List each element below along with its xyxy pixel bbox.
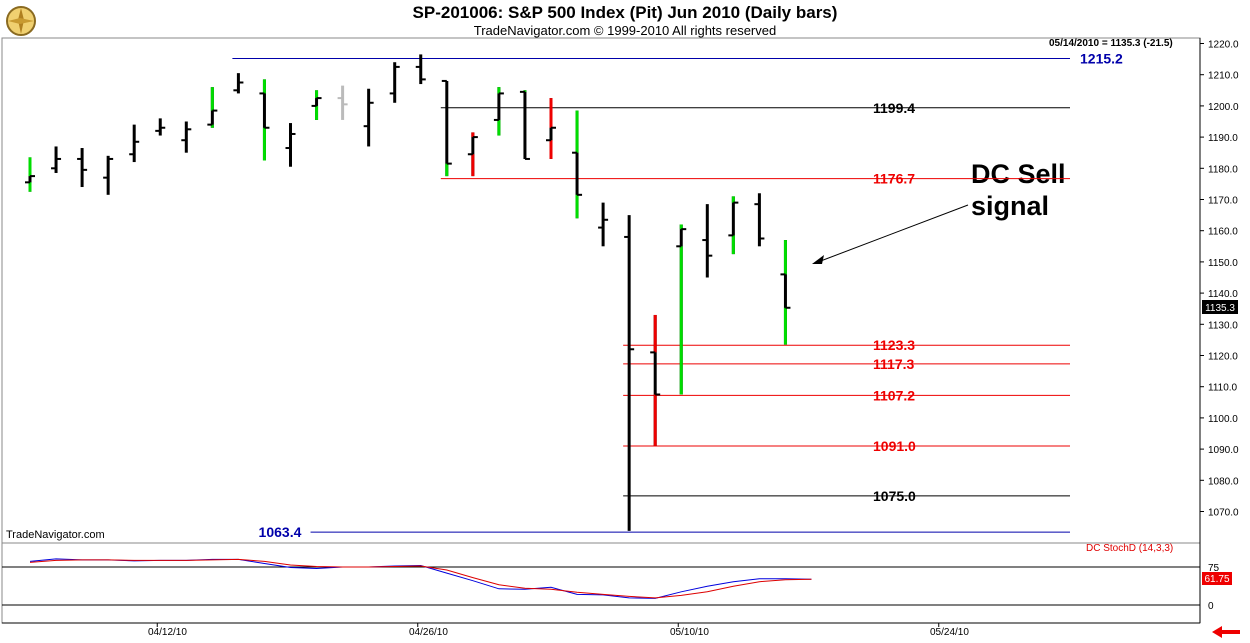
- ohlc-bar-23: [624, 215, 635, 531]
- ohlc-bar-1: [51, 146, 62, 173]
- x-tick-label-1: 04/26/10: [409, 627, 448, 638]
- price-tag-text: 1135.3: [1205, 303, 1235, 314]
- annotation-arrow-line: [817, 204, 969, 263]
- annotation-arrowhead: [812, 255, 824, 264]
- ohlc-bar-13: [363, 88, 374, 147]
- x-tick-label-2: 05/10/10: [670, 627, 709, 638]
- y-tick-label-14: 1080.0: [1208, 476, 1239, 487]
- ohlc-bar-12: [337, 85, 348, 120]
- price-panel-frame: [1, 37, 1201, 544]
- stoch-tick-label-1: 0: [1208, 601, 1214, 612]
- y-tick-label-2: 1200.0: [1208, 102, 1239, 113]
- ohlc-bar-18: [493, 87, 504, 136]
- levels-layer: 1215.2 1199.4 1176.7 1123.3 1117.3 1107.2 1091…: [232, 50, 1123, 540]
- y-tick-label-8: 1140.0: [1208, 289, 1238, 300]
- ohlc-bar-29: [780, 240, 791, 345]
- stoch-value-box: [1202, 572, 1232, 585]
- level-label-2: 1176.7: [873, 171, 915, 187]
- y-axis-layer: 1220.0 1210.0 1200.0 1190.0 1180.0 1170.0 1160…: [156, 40, 1239, 627]
- ohlc-bar-14: [389, 62, 400, 103]
- tradenavigator-logo-icon: [4, 4, 38, 38]
- ohlc-bar-28: [754, 193, 765, 247]
- ohlc-bar-21: [572, 110, 583, 219]
- ohlc-bar-2: [77, 148, 88, 188]
- level-label-7: 1075.0: [873, 488, 916, 504]
- chart-title: SP-201006: S&P 500 Index (Pit) Jun 2010 …: [412, 3, 838, 22]
- level-label-4: 1117.3: [873, 356, 914, 372]
- y-tick-label-11: 1110.0: [1208, 383, 1238, 394]
- chart-subtitle: TradeNavigator.com © 1999-2010 All right…: [473, 23, 777, 38]
- y-tick-label-7: 1150.0: [1208, 258, 1238, 269]
- ohlc-bar-19: [519, 90, 530, 160]
- y-tick-label-10: 1120.0: [1208, 352, 1238, 363]
- ohlc-bar-8: [233, 73, 244, 94]
- y-tick-label-13: 1090.0: [1208, 445, 1239, 456]
- last-price-info: 05/14/2010 = 1135.3 (-21.5): [1049, 38, 1173, 49]
- dc-sell-annotation: DC Sell signal: [971, 158, 1066, 222]
- y-tick-label-12: 1100.0: [1208, 414, 1238, 425]
- y-tick-label-0: 1220.0: [1208, 40, 1239, 51]
- level-label-5: 1107.2: [873, 387, 915, 403]
- ohlc-bar-27: [728, 196, 739, 255]
- level-label-3: 1123.3: [873, 337, 915, 353]
- bars-layer: [25, 54, 791, 531]
- stoch-indicator-label: DC StochD (14,3,3): [1086, 543, 1174, 554]
- level-label-8: 1063.4: [259, 524, 302, 540]
- stoch-series-0: [29, 558, 812, 599]
- y-tick-label-15: 1070.0: [1208, 508, 1239, 519]
- ohlc-bar-20: [546, 98, 556, 159]
- ohlc-bar-6: [181, 121, 192, 153]
- ohlc-bar-25: [676, 224, 687, 395]
- y-tick-label-5: 1170.0: [1208, 196, 1238, 207]
- price-tag-box: [1202, 300, 1238, 314]
- ohlc-bar-9: [259, 79, 270, 161]
- stoch-series-1: [29, 558, 812, 599]
- y-tick-label-9: 1130.0: [1208, 320, 1238, 331]
- y-tick-label-3: 1190.0: [1208, 133, 1238, 144]
- stoch-panel-frame: [1, 542, 1201, 624]
- ohlc-bar-3: [103, 155, 114, 195]
- stoch-layer: 75 0: [2, 558, 1220, 612]
- scroll-back-arrow-icon[interactable]: [1212, 626, 1240, 638]
- ohlc-bar-0: [25, 157, 35, 192]
- level-label-0: 1215.2: [1080, 50, 1123, 66]
- ohlc-bar-11: [311, 90, 322, 120]
- ohlc-bar-4: [129, 124, 140, 163]
- y-tick-label-1: 1210.0: [1208, 71, 1239, 82]
- ohlc-bar-26: [702, 204, 713, 278]
- ohlc-bar-17: [467, 132, 478, 177]
- annotation-line-1: DC Sell: [971, 159, 1066, 189]
- ohlc-bar-10: [285, 123, 296, 167]
- stoch-tick-label-0: 75: [1208, 563, 1220, 574]
- y-tick-label-4: 1180.0: [1208, 164, 1238, 175]
- ohlc-bar-7: [207, 87, 218, 128]
- ohlc-bar-5: [155, 118, 166, 136]
- ohlc-bar-15: [415, 54, 426, 85]
- ohlc-bar-16: [441, 79, 452, 177]
- ohlc-bar-24: [650, 314, 661, 446]
- level-label-1: 1199.4: [873, 100, 915, 116]
- ohlc-bar-22: [598, 202, 609, 247]
- x-tick-label-3: 05/24/10: [930, 627, 969, 638]
- stoch-value-text: 61.75: [1204, 574, 1229, 585]
- level-label-6: 1091.0: [873, 438, 916, 454]
- x-tick-label-0: 04/12/10: [148, 627, 187, 638]
- annotation-line-2: signal: [971, 191, 1050, 221]
- y-tick-label-6: 1160.0: [1208, 227, 1238, 238]
- watermark: TradeNavigator.com: [6, 529, 105, 541]
